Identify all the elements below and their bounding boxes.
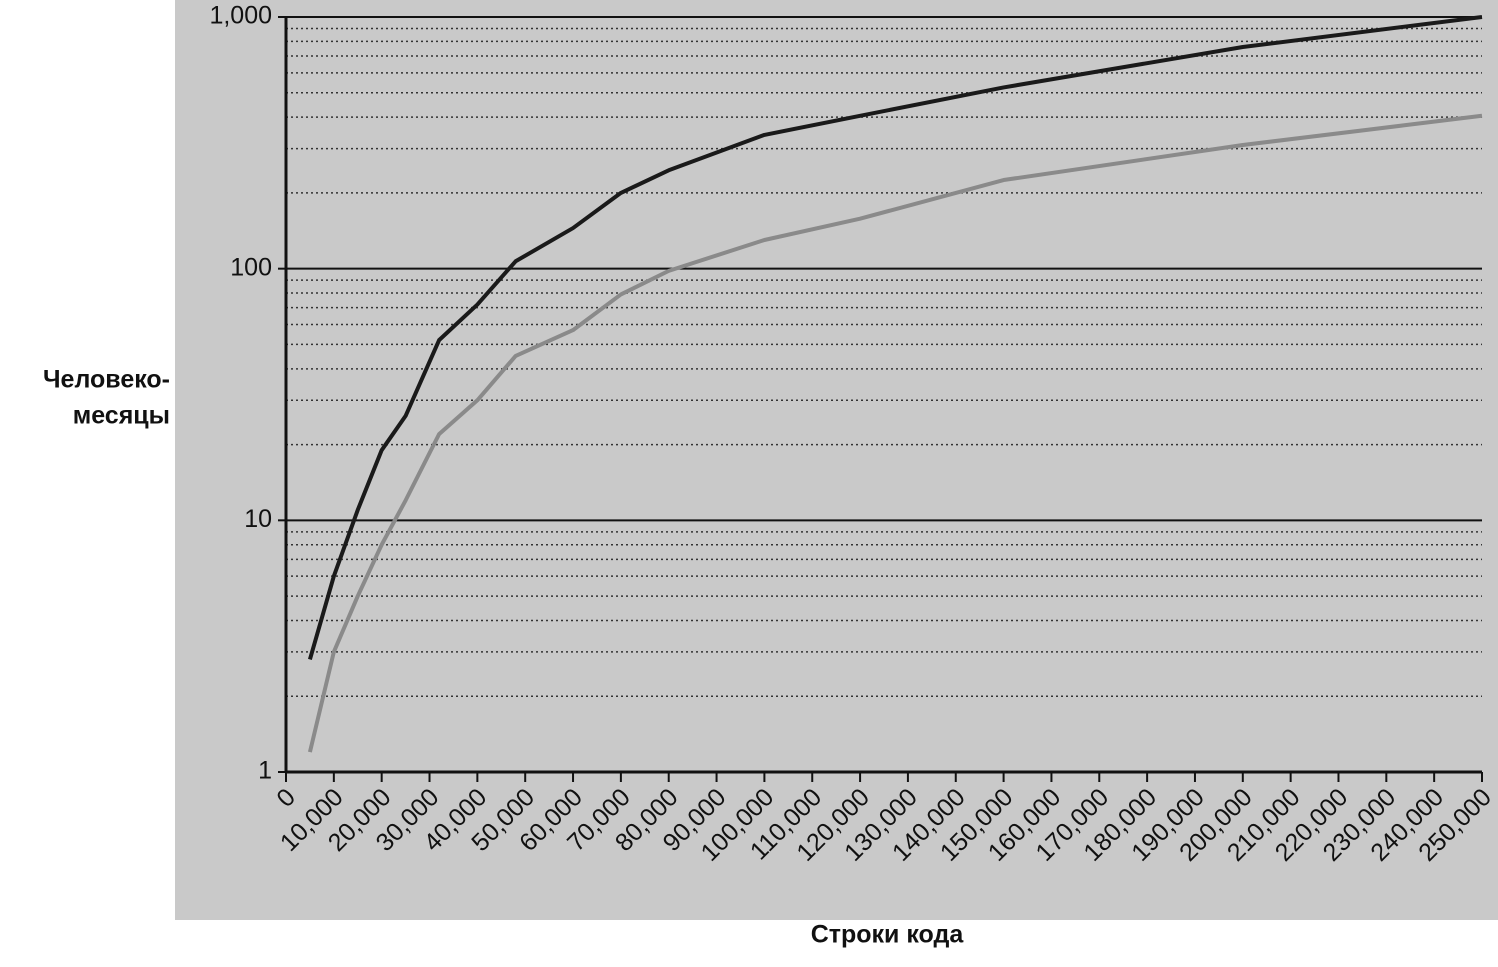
y-tick-label: 1,000 bbox=[209, 2, 272, 30]
x-axis-label: Строки кода bbox=[811, 921, 965, 949]
y-axis-label: месяцы bbox=[73, 402, 170, 430]
y-axis-label: Человеко- bbox=[43, 366, 170, 394]
plot-background bbox=[175, 0, 1498, 920]
y-tick-label: 10 bbox=[244, 505, 272, 533]
y-tick-label: 1 bbox=[258, 757, 272, 785]
data-line bbox=[307, 15, 1483, 661]
data-line bbox=[307, 113, 1483, 753]
y-tick-label: 100 bbox=[230, 253, 272, 281]
